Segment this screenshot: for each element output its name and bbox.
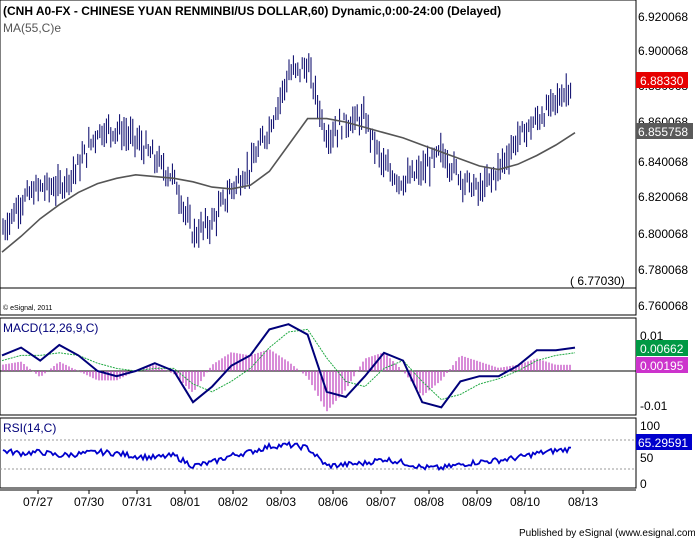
rsi-tick-label: 50 [640, 451, 654, 465]
price-tick-label: 6.900068 [638, 44, 688, 58]
published-footer: Published by eSignal (www.esignal.com) [519, 528, 695, 539]
ma-value: 6.855758 [638, 125, 688, 139]
x-tick-label: 08/08 [414, 495, 444, 509]
rsi-panel: RSI(14,C) 100 50 0 65.29591 [0, 417, 692, 491]
x-tick-label: 07/27 [23, 495, 53, 509]
low-marker-box: ( 6.77030) [566, 272, 635, 288]
x-tick-label: 08/01 [170, 495, 200, 509]
price-tick-label: 6.920068 [638, 10, 688, 24]
x-axis-ticks: 07/27 07/30 07/31 08/01 08/02 08/03 08/06 08/07… [23, 490, 598, 509]
rsi-value-badge-bg [636, 434, 692, 450]
ma-value-badge: 6.855758 [636, 123, 693, 139]
price-tick-label: 6.800068 [638, 227, 688, 241]
x-tick-label: 08/13 [568, 495, 598, 509]
copyright-text: © eSignal, 2011 [3, 304, 53, 312]
macd-tick-label: -0.01 [640, 399, 668, 413]
rsi-value-badge: 65.29591 [636, 434, 692, 450]
x-tick-label: 07/30 [74, 495, 104, 509]
x-tick-label: 08/09 [462, 495, 492, 509]
rsi-line [2, 440, 572, 471]
last-price-badge: 6.88330 [636, 72, 688, 88]
low-marker: ( 6.77030) [570, 274, 625, 288]
macd-line [1, 323, 576, 409]
low-marker-frame [566, 272, 635, 287]
macd-signal-line [1, 328, 576, 401]
macd-value-badge-bg [636, 340, 688, 356]
x-tick-label: 08/07 [366, 495, 396, 509]
x-tick-label: 08/10 [510, 495, 540, 509]
rsi-tick-label: 100 [640, 419, 660, 433]
price-panel: © eSignal, 2011 (CNH A0-FX - CHINESE YUA… [0, 0, 637, 316]
last-price-badge-bg [636, 72, 688, 88]
macd-value: 0.00662 [640, 342, 684, 356]
rsi-value: 65.29591 [638, 436, 688, 450]
macd-value-badge: 0.00662 [636, 340, 688, 356]
ma-line [1, 117, 576, 253]
price-bars [2, 53, 572, 248]
macd-panel: MACD(12,26,9,C) 0.01 -0.01 0.00662 0.001… [0, 317, 688, 416]
x-tick-label: 08/02 [218, 495, 248, 509]
ma-legend: MA(55,C)e [3, 21, 61, 35]
x-tick-label: 08/03 [266, 495, 296, 509]
x-axis: 07/27 07/30 07/31 08/01 08/02 08/03 08/06 08/07… [0, 489, 636, 509]
rsi-tick-label: 0 [640, 477, 647, 491]
last-price-value: 6.88330 [640, 74, 684, 88]
x-tick-label: 08/06 [318, 495, 348, 509]
macd-tick-label: 0.01 [640, 329, 664, 343]
ma-value-badge-bg [636, 123, 693, 139]
price-tick-label: 6.780068 [638, 263, 688, 277]
price-tick-label: 6.820068 [638, 190, 688, 204]
rsi-title: RSI(14,C) [3, 421, 56, 435]
x-tick-label: 07/31 [122, 495, 152, 509]
chart-title: (CNH A0-FX - CHINESE YUAN RENMINBI/US DO… [3, 4, 501, 18]
signal-value: 0.00195 [640, 359, 684, 373]
price-tick-label: 6.760068 [638, 299, 688, 313]
price-tick-label: 6.840068 [638, 155, 688, 169]
signal-value-badge: 0.00195 [636, 357, 688, 373]
copyright-box [0, 287, 637, 316]
rsi-panel-frame [0, 417, 637, 489]
signal-value-badge-bg [636, 357, 688, 373]
macd-title: MACD(12,26,9,C) [3, 321, 98, 335]
price-axis: 6.920068 6.900068 6.880068 6.860068 6.84… [636, 10, 693, 313]
